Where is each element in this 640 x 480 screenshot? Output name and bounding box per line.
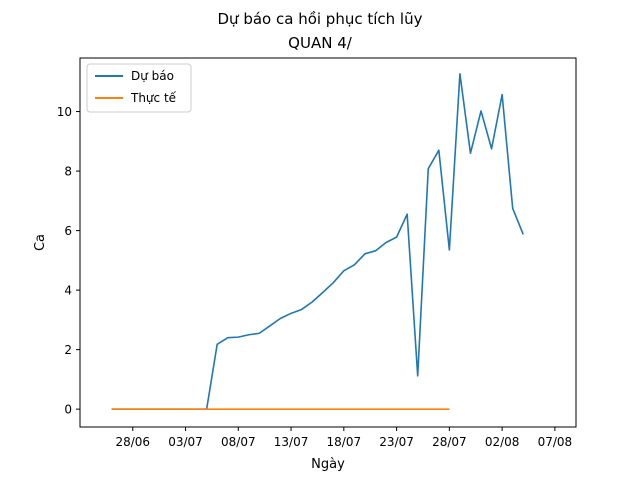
x-tick-label: 03/07: [168, 435, 203, 449]
y-tick-label: 8: [64, 165, 72, 179]
series-layer: [111, 72, 524, 410]
chart-subtitle: QUAN 4/: [288, 34, 353, 52]
chart-title: Dự báo ca hồi phục tích lũy: [218, 10, 423, 28]
x-tick-label: 08/07: [221, 435, 256, 449]
y-tick-label: 6: [64, 224, 72, 238]
x-tick-label: 28/06: [115, 435, 150, 449]
x-tick-label: 02/08: [485, 435, 520, 449]
x-tick-label: 18/07: [327, 435, 362, 449]
y-tick-label: 0: [64, 403, 72, 417]
plot-frame: [79, 57, 577, 428]
x-tick-label: 23/07: [379, 435, 414, 449]
legend: Dự báo Thực tế: [86, 63, 192, 113]
x-tick-label: 07/08: [538, 435, 573, 449]
legend-label-forecast: Dự báo: [131, 69, 174, 83]
legend-label-actual: Thực tế: [130, 91, 177, 105]
y-axis-ticks: 0 2 4 6 8 10: [57, 105, 80, 417]
y-tick-label: 4: [64, 284, 72, 298]
y-tick-label: 10: [57, 105, 72, 119]
x-tick-label: 13/07: [274, 435, 309, 449]
y-axis-label: Ca: [33, 234, 48, 251]
x-axis-label: Ngày: [311, 457, 345, 472]
y-tick-label: 2: [64, 343, 72, 357]
x-tick-label: 28/07: [432, 435, 467, 449]
plot-area: [80, 58, 576, 427]
x-axis-ticks: 28/06 03/07 08/07 13/07 18/07 23/07 28/07 02/08…: [115, 427, 572, 449]
